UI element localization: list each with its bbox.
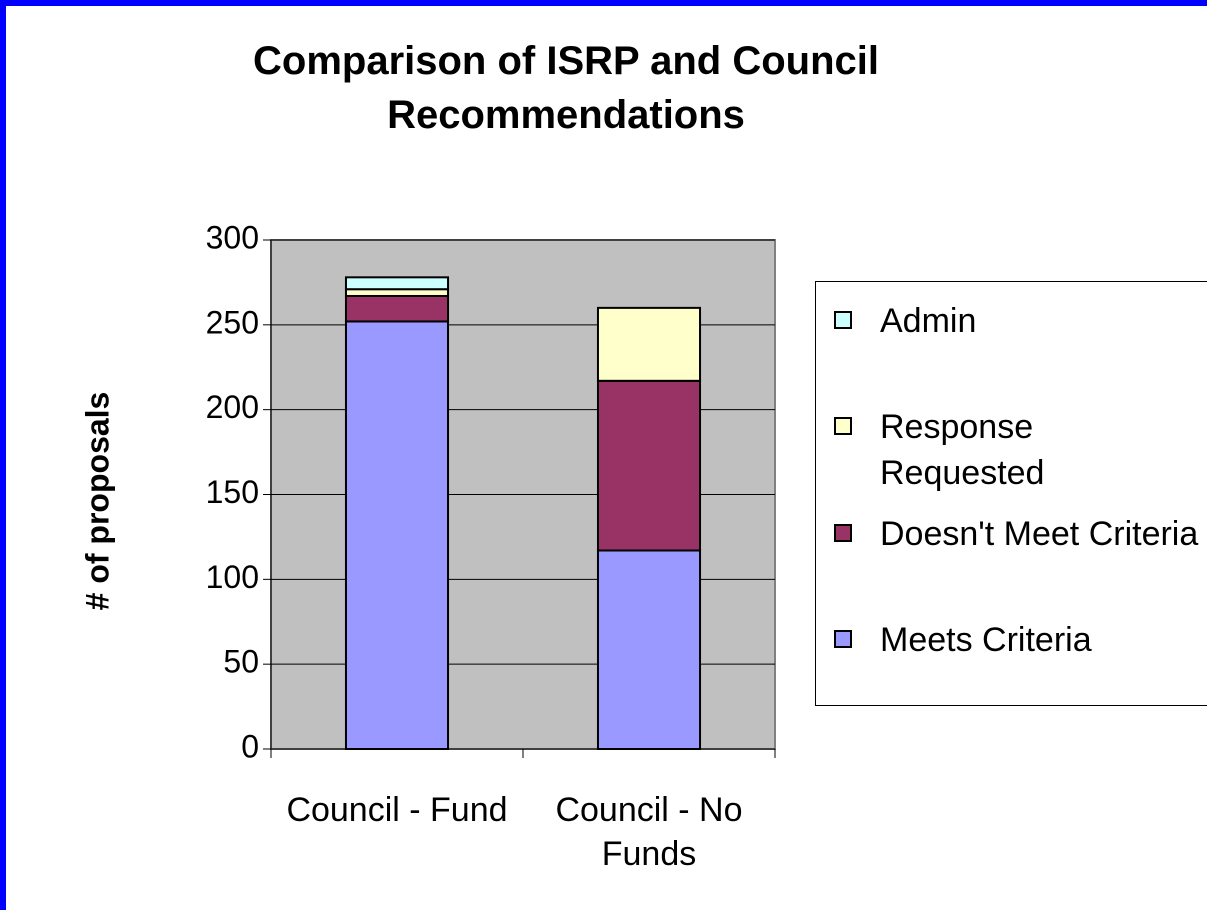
chart-title: Comparison of ISRP and Council Recommend… (253, 39, 879, 137)
legend-label: Doesn't Meet Criteria (880, 515, 1199, 553)
legend-swatch (834, 311, 852, 329)
x-tick-label: Council - Fund (286, 791, 508, 829)
bar-segment (344, 276, 450, 291)
y-tick-label: 150 (206, 474, 259, 510)
legend-swatch (834, 417, 852, 435)
legend-item: Response Requested (834, 404, 1200, 496)
legend-item: Doesn't Meet Criteria (834, 511, 1200, 557)
legend-item: Meets Criteria (834, 617, 1200, 663)
y-tick-label: 0 (241, 728, 259, 764)
legend-label: Admin (880, 302, 977, 340)
bar-segment (344, 294, 450, 323)
legend-swatch (834, 630, 852, 648)
bar-segment (344, 320, 450, 750)
chart: 0 50 100 150 200 250 300 (206, 219, 776, 764)
bar-segment (344, 288, 450, 297)
bar-segment (596, 306, 702, 382)
y-tick-label: 100 (206, 559, 259, 595)
y-tick-label: 300 (206, 219, 259, 255)
legend-item: Admin (834, 298, 1200, 344)
y-tick-label: 200 (206, 389, 259, 425)
y-tick-label: 50 (223, 644, 259, 680)
legend-label: Meets Criteria (880, 621, 1092, 659)
legend: Admin Response Requested Doesn't Meet Crit… (815, 281, 1207, 706)
bar-segment (596, 379, 702, 552)
y-tick-label: 250 (206, 304, 259, 340)
x-tick-label: Council - No Funds (555, 791, 743, 873)
legend-swatch (834, 524, 852, 542)
bar-segment (596, 549, 702, 750)
legend-label: Response Requested (880, 408, 1045, 492)
